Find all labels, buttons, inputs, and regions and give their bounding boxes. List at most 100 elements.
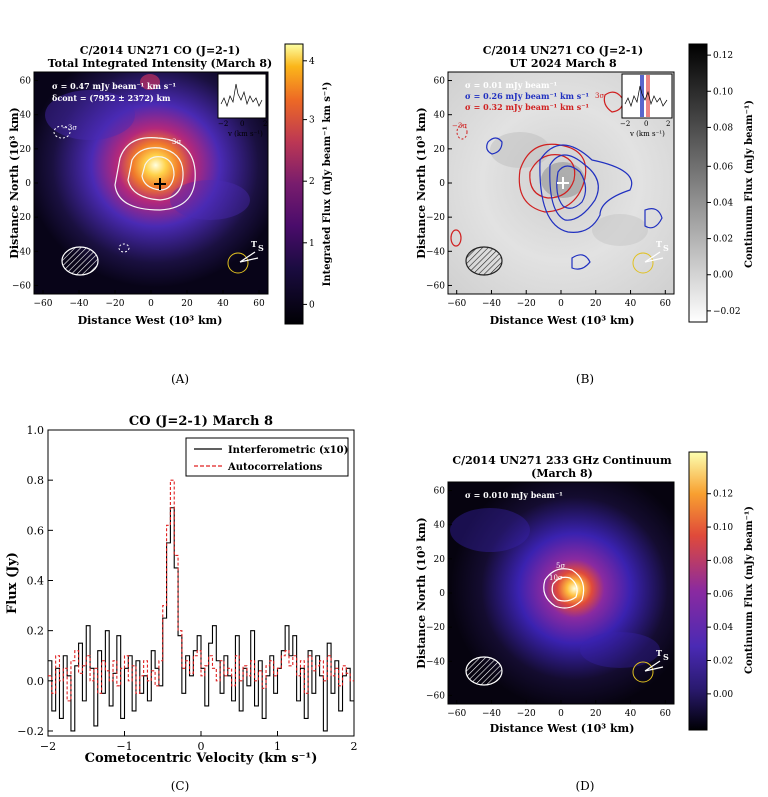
panel-b-contour-red	[518, 143, 587, 213]
y-tick-label: 1.0	[27, 424, 45, 437]
panel-b-beam-ellipse	[465, 246, 503, 276]
panel-b-contour-red-neg	[456, 124, 468, 140]
panel-b-inset-red-band	[646, 75, 650, 117]
y-tick-label: 40	[20, 111, 32, 121]
x-tick-label: −60	[34, 299, 53, 309]
panel-d-colorbar	[688, 451, 708, 731]
panel-a-title1: C/2014 UN271 CO (J=2-1)	[80, 44, 241, 57]
panel-b-sigma-red: σ = 0.32 mJy beam⁻¹ km s⁻¹	[465, 102, 589, 112]
panel-d-emission-blob	[450, 508, 530, 552]
x-tick-label: −60	[447, 709, 466, 719]
panel-b-colorbar-label: Continuum Flux (mJy beam⁻¹)	[744, 100, 755, 268]
panel-c: CO (J=2-1) March 8 −2 −1 0 1 2 1.0 0.8 0.6 0.4 0…	[5, 414, 358, 793]
panel-a-contour-neg	[53, 125, 71, 139]
panel-b-sigma-blue: σ = 0.26 mJy beam⁻¹ km s⁻¹	[465, 91, 589, 101]
y-tick-label: −40	[426, 247, 445, 257]
x-tick-label: 60	[660, 299, 672, 309]
colorbar-tick-label: 0.10	[713, 87, 733, 97]
panel-b-continuum-blob	[592, 214, 648, 246]
x-tick-label: −20	[106, 299, 125, 309]
x-tick-label: −1	[116, 740, 132, 753]
panel-a-inset	[217, 73, 267, 119]
panel-b-sigma-white: σ = 0.01 mJy beam⁻¹	[465, 80, 557, 90]
colorbar-tick-label: 0.02	[713, 657, 733, 667]
y-tick-label: −0.2	[17, 725, 44, 738]
colorbar-tick-label: 0.00	[713, 690, 733, 700]
panel-b-contour-blue	[539, 144, 633, 233]
y-tick-label: 60	[434, 487, 446, 497]
y-tick-label: 0.6	[27, 524, 45, 537]
panel-d-beam-ellipse	[465, 656, 503, 686]
x-tick-label: −20	[517, 709, 536, 719]
panel-b-contour-red	[603, 91, 624, 113]
panel-b-colorbar-ticks: 0.12 0.10 0.08 0.06 0.04 0.02 0.00 −0.02	[707, 51, 741, 317]
colorbar-tick-label: 0.06	[713, 162, 733, 172]
panel-d-caption: (D)	[576, 779, 595, 793]
x-tick-label: 0	[558, 299, 564, 309]
panel-d-xticks: −60 −40 −20 0 20 40 60	[447, 700, 671, 719]
panel-b-caption: (B)	[576, 372, 594, 386]
panel-a-colorbar-ticks: 4 3 2 1 0	[303, 57, 315, 310]
panel-d-aperture-circle	[632, 661, 654, 683]
x-tick-label: −40	[482, 709, 501, 719]
x-tick-label: −2	[40, 740, 56, 753]
panel-b-colorbar	[688, 43, 708, 323]
panel-b-ts-label: TS	[656, 239, 669, 253]
x-tick-label: 20	[590, 709, 602, 719]
panel-a-inset-xlabel: v (km s⁻¹)	[227, 130, 263, 138]
panel-a-colorbar-label: Integrated Flux (mJy beam⁻¹ km s⁻¹)	[322, 82, 333, 287]
panel-a-contour	[141, 156, 175, 191]
panel-c-legend-label: Autocorrelations	[227, 462, 323, 473]
y-tick-label: 0.8	[27, 474, 45, 487]
panel-c-xlabel: Cometocentric Velocity (km s⁻¹)	[85, 751, 318, 766]
y-tick-label: 40	[434, 521, 446, 531]
panel-b-inset-tick: 0	[644, 120, 648, 128]
panel-a-colorbar	[284, 43, 304, 325]
panel-a-contour-neg	[118, 243, 130, 253]
y-tick-label: −20	[426, 623, 445, 633]
colorbar-tick-label: 0.08	[713, 123, 733, 133]
panel-a-yticks: 60 40 20 0 −20 −40 −60	[12, 77, 38, 291]
panel-a-inset-tick: 0	[240, 120, 244, 128]
panel-a-contour-label: −3σ	[62, 124, 77, 132]
panel-d-colorbar-ticks: 0.12 0.10 0.08 0.06 0.04 0.02 0.00	[707, 490, 733, 700]
panel-d-contour-label: 10σ	[549, 574, 563, 582]
colorbar-tick-label: 0.04	[713, 198, 733, 208]
y-tick-label: 0.4	[27, 574, 45, 587]
panel-a-sigma: σ = 0.47 mJy beam⁻¹ km s⁻¹	[52, 81, 176, 91]
colorbar-tick-label: 0.08	[713, 556, 733, 566]
panel-c-xticks: −2 −1 0 1 2	[40, 731, 358, 753]
x-tick-label: 40	[625, 709, 637, 719]
y-tick-label: 20	[434, 145, 446, 155]
panel-b-contour-blue	[549, 154, 599, 221]
y-tick-label: 20	[20, 145, 32, 155]
colorbar-tick-label: 0.00	[713, 271, 733, 281]
x-tick-label: 20	[590, 299, 602, 309]
panel-b-inset-tick: 2	[666, 120, 670, 128]
y-tick-label: 0.0	[27, 675, 45, 688]
panel-a-cont: δcont = (7952 ± 2372) km	[52, 93, 171, 103]
y-tick-label: 0	[439, 179, 445, 189]
colorbar-tick-label: 0.12	[713, 51, 733, 61]
panel-b: C/2014 UN271 CO (J=2-1) UT 2024 March 8 …	[415, 43, 755, 386]
panel-c-legend	[185, 437, 349, 477]
panel-b-contour-label: −3σ	[452, 122, 467, 130]
panel-b-inset-spectrum	[624, 85, 668, 108]
panel-c-yticks: 1.0 0.8 0.6 0.4 0.2 0.0 −0.2	[17, 424, 53, 738]
y-tick-label: 60	[20, 77, 32, 87]
panel-a-nucleus-marker	[154, 178, 166, 190]
panel-c-caption: (C)	[171, 779, 190, 793]
panel-b-xlabel: Distance West (10³ km)	[490, 314, 635, 327]
y-tick-label: −40	[12, 247, 31, 257]
colorbar-tick-label: 0.12	[713, 490, 733, 500]
panel-b-contour-label: 3σ	[595, 92, 604, 100]
panel-b-contour-blue	[486, 137, 503, 155]
y-tick-label: 20	[434, 555, 446, 565]
panel-a-title2: Total Integrated Intensity (March 8)	[48, 57, 273, 70]
panel-c-series-group	[48, 479, 354, 732]
panel-a-contour-label: 3σ	[172, 138, 181, 146]
panel-b-contour-red	[450, 229, 462, 247]
y-tick-label: −60	[426, 691, 445, 701]
y-tick-label: −20	[426, 213, 445, 223]
